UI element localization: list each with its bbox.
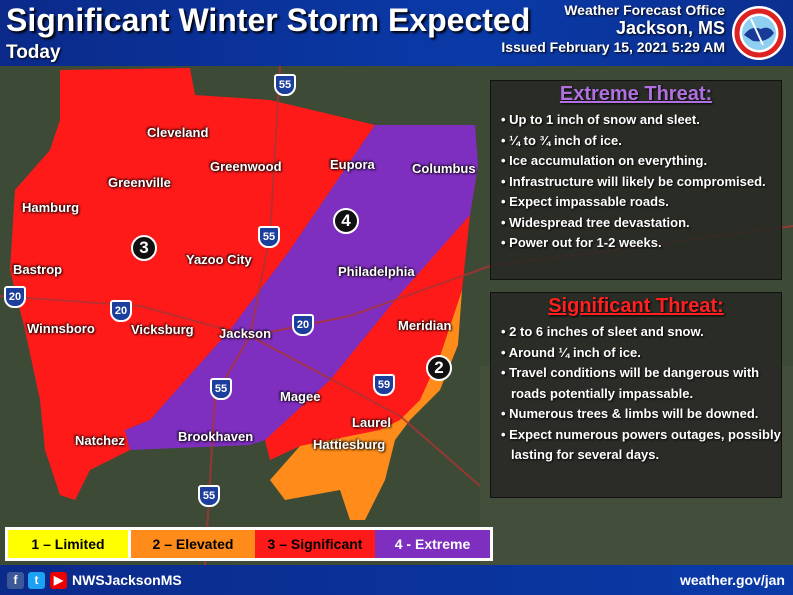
- interstate-shield: 55: [258, 226, 280, 248]
- city-label: Meridian: [398, 318, 452, 333]
- legend-significant: 3 – Significant: [255, 530, 375, 558]
- interstate-shield: 55: [274, 74, 296, 96]
- city-label: Cleveland: [147, 125, 209, 140]
- extreme-item: Infrastructure will likely be compromise…: [501, 172, 781, 193]
- city-label: Hamburg: [22, 200, 80, 215]
- nws-logo-icon: [732, 6, 786, 60]
- interstate-shield: 20: [292, 314, 314, 336]
- city-label: Greenville: [108, 175, 171, 190]
- city-label: Magee: [280, 389, 321, 404]
- city-label: Greenwood: [210, 159, 282, 174]
- interstate-shield: 55: [198, 485, 220, 507]
- city-label: Columbus: [412, 161, 476, 176]
- city-label: Natchez: [75, 433, 125, 448]
- legend-extreme: 4 - Extreme: [375, 530, 490, 558]
- office-info: Weather Forecast Office Jackson, MS Issu…: [501, 2, 725, 55]
- city-label: Laurel: [352, 415, 392, 430]
- extreme-threat-panel: Extreme Threat: Up to 1 inch of snow and…: [490, 80, 782, 280]
- city-label: Vicksburg: [131, 322, 194, 337]
- website-link[interactable]: weather.gov/jan: [679, 572, 785, 588]
- city-label: Hattiesburg: [313, 437, 386, 452]
- zone-marker-3: 3: [131, 235, 157, 261]
- significant-zone-west: [10, 68, 375, 500]
- office-line: Weather Forecast Office: [564, 2, 725, 18]
- interstate-shield: 20: [4, 286, 26, 308]
- significant-threat-panel: Significant Threat: 2 to 6 inches of sle…: [490, 292, 782, 498]
- extreme-item: Up to 1 inch of snow and sleet.: [501, 110, 781, 131]
- city-label: Bastrop: [13, 262, 63, 277]
- youtube-icon[interactable]: ▶: [50, 572, 67, 589]
- significant-item: Numerous trees & limbs will be downed.: [501, 404, 781, 425]
- extreme-item: ¼ to ¾ inch of ice.: [501, 131, 781, 152]
- city-label: Jackson: [219, 326, 272, 341]
- social-handle[interactable]: NWSJacksonMS: [72, 572, 182, 588]
- page-title: Significant Winter Storm Expected: [6, 2, 531, 38]
- zone-marker-4: 4: [333, 208, 359, 234]
- subtitle: Today: [6, 42, 61, 63]
- significant-item: Around ¼ inch of ice.: [501, 343, 781, 364]
- city-label: Yazoo City: [186, 252, 252, 267]
- extreme-zone: [125, 125, 478, 450]
- interstate-shield: 20: [110, 300, 132, 322]
- significant-item: Travel conditions will be dangerous with…: [501, 363, 781, 404]
- significant-item: Expect numerous powers outages, possibly…: [501, 425, 781, 466]
- significant-threat-title: Significant Threat:: [548, 295, 724, 317]
- city-label: Philadelphia: [338, 264, 415, 279]
- extreme-item: Widespread tree devastation.: [501, 213, 781, 234]
- footer: f t ▶ NWSJacksonMS weather.gov/jan: [0, 565, 793, 595]
- legend-elevated: 2 – Elevated: [131, 530, 255, 558]
- zone-marker-2: 2: [426, 355, 452, 381]
- orange-zone: [270, 290, 462, 520]
- twitter-icon[interactable]: t: [28, 572, 45, 589]
- city-label: Eupora: [330, 157, 375, 172]
- office-location: Jackson, MS: [615, 18, 725, 39]
- city-label: Brookhaven: [178, 429, 254, 444]
- interstate-shield: 59: [373, 374, 395, 396]
- extreme-threat-title: Extreme Threat:: [559, 83, 713, 105]
- extreme-item: Ice accumulation on everything.: [501, 151, 781, 172]
- interstate-shield: 55: [210, 378, 232, 400]
- extreme-item: Expect impassable roads.: [501, 192, 781, 213]
- legend-limited: 1 – Limited: [8, 530, 128, 558]
- extreme-item: Power out for 1-2 weeks.: [501, 233, 781, 254]
- significant-zone-east: [265, 165, 478, 460]
- threat-legend: 1 – Limited 2 – Elevated 3 – Significant…: [5, 527, 493, 561]
- issued-time: Issued February 15, 2021 5:29 AM: [501, 38, 725, 55]
- facebook-icon[interactable]: f: [7, 572, 24, 589]
- significant-item: 2 to 6 inches of sleet and snow.: [501, 322, 781, 343]
- header: Significant Winter Storm Expected Today …: [0, 0, 793, 66]
- city-label: Winnsboro: [27, 321, 95, 336]
